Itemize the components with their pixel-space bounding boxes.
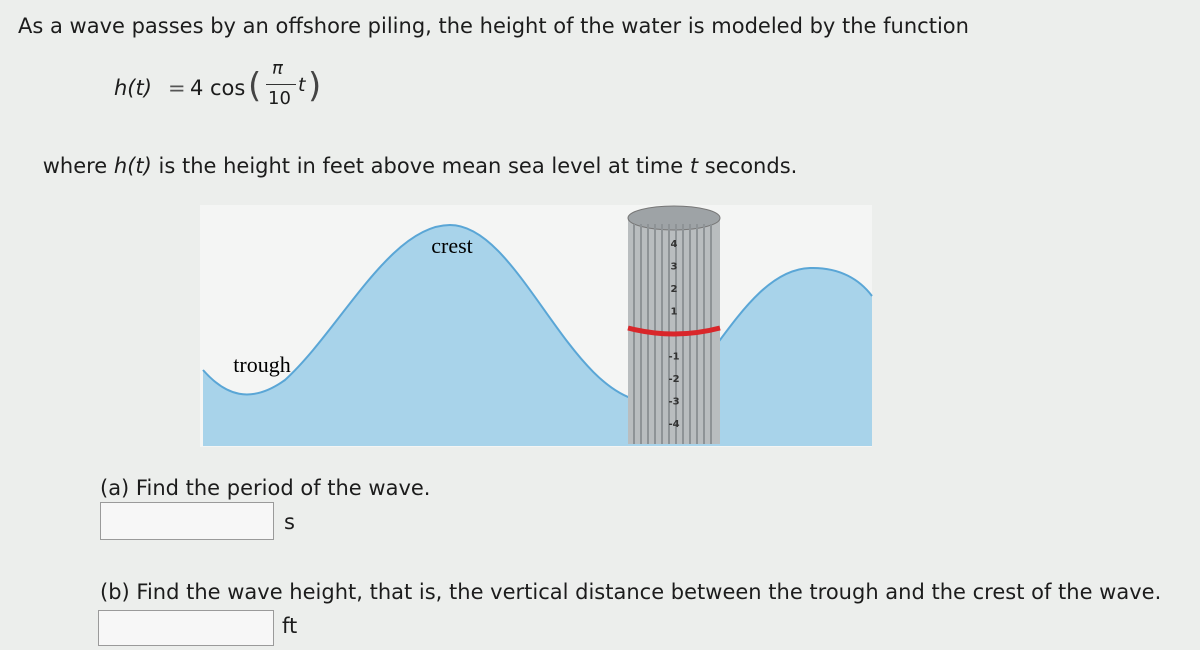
part-a-question: (a) Find the period of the wave.: [100, 476, 431, 500]
piling-mark: 4: [671, 239, 678, 250]
piling-mark: -2: [668, 374, 679, 385]
where-part: is the height in feet above mean sea lev…: [151, 154, 690, 178]
formula-lhs: h(t): [114, 76, 152, 100]
mean-level-band: [627, 325, 721, 337]
where-text: where h(t) is the height in feet above m…: [16, 130, 798, 202]
where-part: t: [689, 154, 699, 178]
intro-text: As a wave passes by an offshore piling, …: [18, 14, 969, 38]
piling-mark: -1: [668, 352, 679, 363]
answer-input[interactable]: [98, 610, 274, 646]
piling-mark: 3: [671, 262, 678, 273]
paren: ): [308, 66, 322, 106]
part-b-question: (b) Find the wave height, that is, the v…: [100, 580, 1162, 604]
part-b-unit: ft: [282, 614, 298, 638]
formula-variable: t: [298, 74, 306, 96]
piling-mark: 2: [671, 284, 678, 295]
piling-mark: -4: [668, 419, 679, 430]
formula-numerator: π: [272, 58, 283, 79]
where-part: where: [42, 154, 114, 178]
paren: (: [248, 66, 262, 106]
wave-line: [202, 223, 873, 404]
crest-label: crest: [431, 233, 473, 258]
formula-denominator: 10: [268, 88, 291, 109]
formula-equals: =: [168, 76, 186, 100]
where-part: seconds.: [698, 154, 798, 178]
formula-coefficient: 4: [190, 76, 204, 100]
answer-input[interactable]: [100, 502, 274, 540]
piling-mark: 1: [671, 307, 678, 318]
part-a-unit: s: [284, 510, 295, 534]
where-part: h(t): [113, 154, 152, 178]
piling-mark: -3: [668, 397, 679, 408]
trough-label: trough: [233, 352, 290, 377]
formula-function: cos: [210, 76, 246, 100]
fraction-bar: [266, 84, 296, 85]
